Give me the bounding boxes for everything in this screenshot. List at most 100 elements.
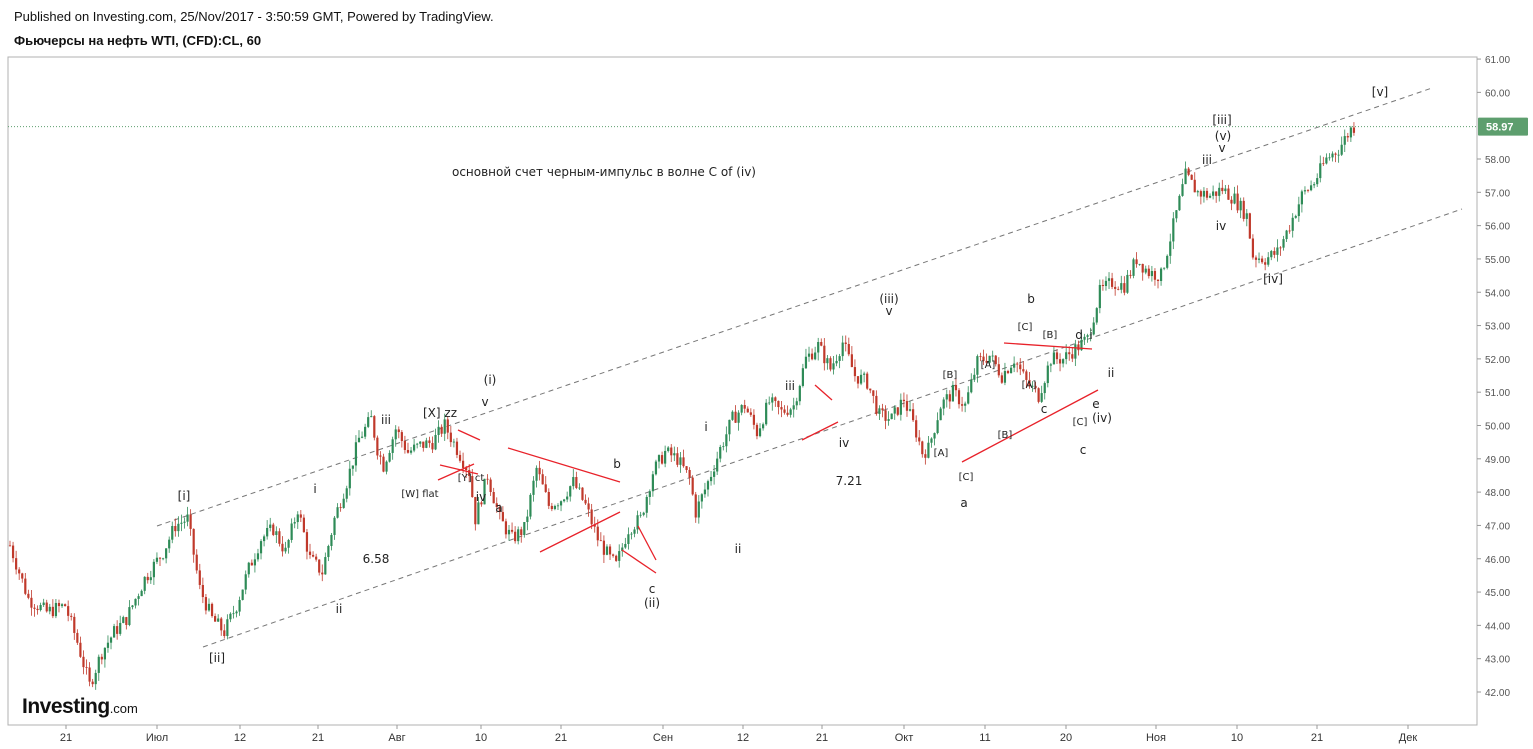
candle-body	[354, 442, 358, 466]
candle-body	[413, 444, 416, 451]
trendline	[437, 463, 475, 481]
candle-body	[1141, 263, 1144, 273]
candle-body	[550, 505, 553, 510]
candle-body	[884, 410, 887, 421]
y-tick-label: 56.00	[1485, 222, 1510, 233]
candle-body	[713, 471, 716, 477]
x-tick-label: 21	[1311, 732, 1323, 744]
trendline	[637, 525, 657, 561]
candle-body	[1104, 280, 1108, 287]
x-tick-label: Июл	[146, 732, 168, 744]
candle-body	[217, 618, 220, 622]
candle-body	[201, 584, 204, 598]
candle-body	[1000, 375, 1003, 383]
candle-body	[474, 497, 477, 525]
candle-body	[1175, 210, 1178, 219]
candle-body	[391, 439, 394, 453]
candle-body	[116, 626, 119, 634]
candle-body	[394, 429, 397, 440]
candle-body	[569, 486, 572, 497]
candle-body	[1309, 185, 1313, 191]
candle-body	[648, 491, 651, 497]
candle-body	[685, 466, 688, 470]
y-tick-label: 52.00	[1485, 355, 1510, 366]
candle-body	[725, 434, 728, 447]
candle-body	[171, 526, 174, 540]
candle-body	[627, 534, 630, 544]
trendline	[507, 447, 621, 483]
wave-label: ii	[1108, 366, 1115, 380]
candle-body	[804, 356, 808, 369]
candle-body	[1013, 363, 1016, 368]
candle-body	[1153, 271, 1157, 280]
candle-body	[480, 502, 483, 505]
wave-label: [X] zz	[423, 406, 457, 420]
candle-body	[1181, 184, 1184, 196]
candle-body	[1025, 371, 1028, 380]
candle-body	[918, 437, 921, 442]
x-tick-label: 21	[816, 732, 828, 744]
candle-body	[566, 496, 569, 500]
candle-body	[97, 656, 100, 673]
candle-body	[336, 507, 339, 518]
candle-body	[719, 446, 722, 459]
candle-body	[1251, 238, 1255, 258]
candle-body	[939, 408, 942, 421]
candle-body	[716, 458, 719, 472]
candle-body	[587, 503, 590, 510]
wave-label: iii	[785, 379, 795, 393]
wave-label: [A]	[934, 448, 949, 459]
candle-body	[106, 642, 110, 648]
candle-body	[964, 403, 967, 406]
candle-body	[633, 529, 636, 534]
trendline	[539, 511, 621, 553]
candle-body	[1245, 213, 1248, 219]
candle-body	[1230, 199, 1233, 204]
wave-label: v	[1218, 141, 1225, 155]
candle-body	[11, 545, 15, 559]
candle-body	[455, 441, 459, 455]
candle-body	[801, 368, 804, 386]
wave-label: iii	[1202, 153, 1212, 167]
candle-body	[817, 342, 820, 353]
x-tick-label: 10	[1231, 732, 1243, 744]
candle-body	[510, 529, 514, 532]
candle-body	[774, 397, 777, 401]
candle-body	[1028, 379, 1031, 387]
candle-body	[866, 373, 869, 389]
candle-body	[400, 432, 403, 442]
candle-body	[112, 626, 116, 638]
candle-body	[1107, 278, 1111, 281]
candle-body	[905, 401, 909, 411]
candle-body	[1212, 191, 1215, 196]
candle-body	[682, 457, 685, 467]
candle-body	[1123, 283, 1126, 293]
candle-body	[1071, 354, 1074, 359]
candle-body	[235, 611, 238, 614]
candle-body	[45, 602, 48, 612]
candle-body	[67, 606, 70, 616]
candle-body	[596, 526, 599, 541]
candle-body	[688, 469, 691, 478]
candle-body	[1089, 334, 1092, 336]
candle-body	[783, 409, 786, 413]
candle-body	[1058, 359, 1062, 364]
candle-body	[676, 453, 679, 465]
candle-body	[376, 437, 379, 456]
candle-body	[290, 523, 293, 540]
candle-body	[1009, 367, 1013, 374]
candle-body	[1043, 383, 1046, 394]
candle-body	[1065, 352, 1068, 360]
candle-body	[706, 481, 710, 490]
trendline	[439, 464, 479, 475]
candle-body	[64, 604, 67, 607]
candle-body	[501, 512, 504, 522]
wave-label: [C]	[1073, 417, 1088, 428]
candle-body	[1267, 257, 1270, 265]
candle-body	[523, 522, 526, 536]
candle-body	[1098, 284, 1101, 309]
candle-body	[281, 543, 284, 552]
candle-body	[740, 405, 743, 413]
candle-body	[915, 420, 918, 438]
